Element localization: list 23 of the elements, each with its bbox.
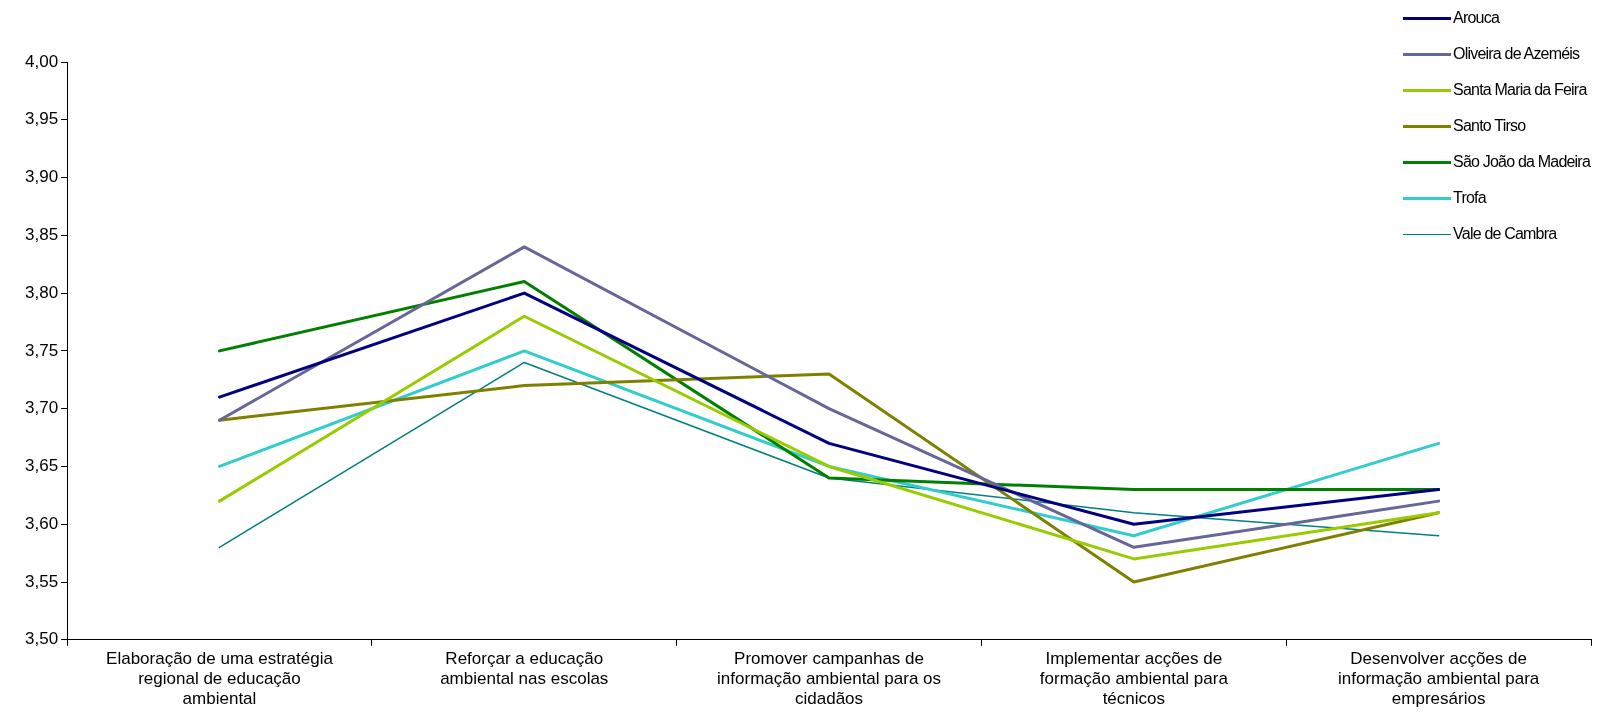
- y-tick-label: 3,90: [24, 167, 59, 187]
- y-tick-label: 3,75: [24, 340, 59, 360]
- y-tick-label: 3,80: [24, 282, 59, 302]
- y-tick-label: 3,50: [24, 629, 59, 649]
- legend-label: Vale de Cambra: [1453, 225, 1557, 243]
- y-tick-label: 3,60: [24, 513, 59, 533]
- y-tick-label: 3,70: [24, 398, 59, 418]
- legend-label: Oliveira de Azeméis: [1453, 45, 1580, 63]
- x-tick-label: Elaboração de uma estratégia regional de educação ambiental: [106, 648, 334, 709]
- x-tick-label: Reforçar a educação ambiental nas escolas: [440, 648, 609, 689]
- y-tick-label: 3,85: [24, 225, 59, 245]
- legend-label: Arouca: [1453, 9, 1499, 27]
- y-tick-label: 4,00: [24, 51, 59, 71]
- x-tick-label: Promover campanhas de informação ambiental para os cidadãos: [717, 648, 942, 709]
- legend-label: São João da Madeira: [1453, 153, 1590, 171]
- x-tick-label: Desenvolver acções de informação ambiental para empresários: [1337, 648, 1540, 709]
- legend-label: Santo Tirso: [1453, 117, 1526, 135]
- y-tick-label: 3,55: [24, 571, 59, 591]
- legend-label: Santa Maria da Feira: [1453, 81, 1587, 99]
- x-tick-label: Implementar acções de formação ambiental para técnicos: [1039, 648, 1229, 709]
- y-tick-label: 3,95: [24, 109, 59, 129]
- legend-label: Trofa: [1453, 189, 1486, 207]
- y-tick-label: 3,65: [24, 456, 59, 476]
